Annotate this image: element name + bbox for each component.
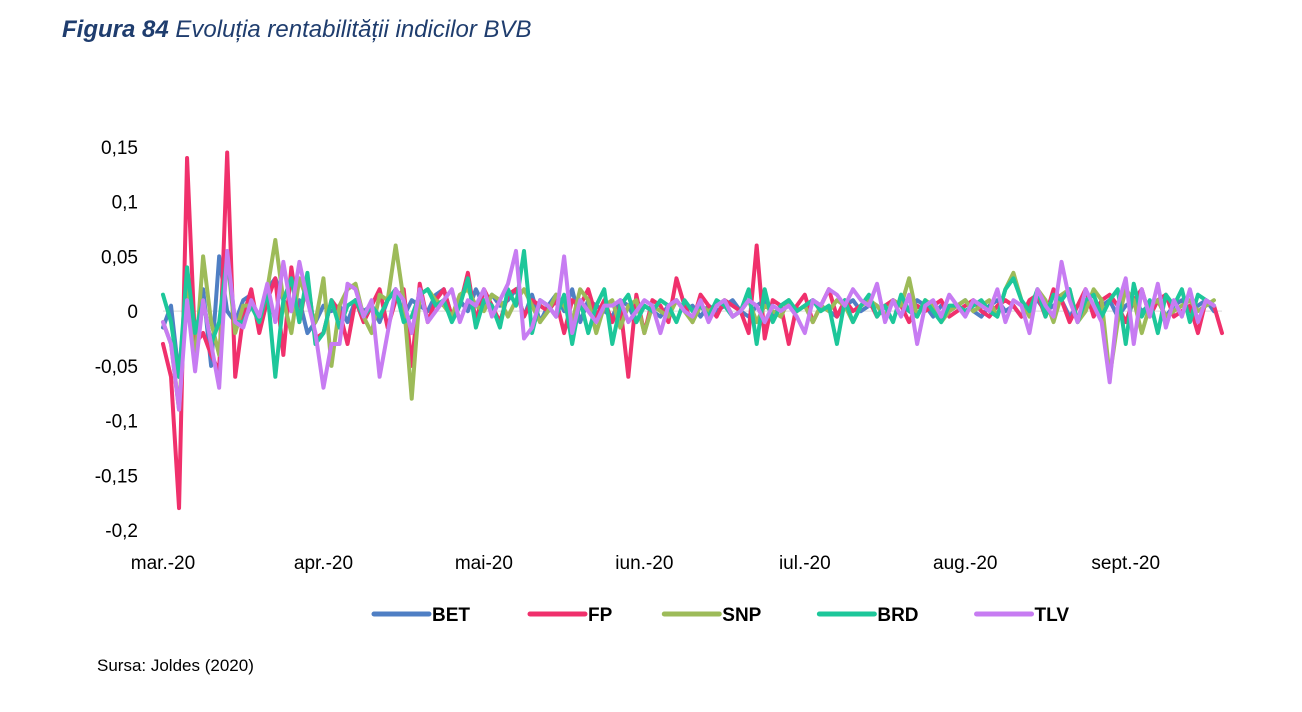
figure-caption: Figura 84 Evoluția rentabilității indici…: [62, 16, 532, 44]
figure-title: Evoluția rentabilității indicilor BVB: [175, 16, 532, 43]
series-line-tlv: [161, 248, 1216, 412]
y-tick-label: -0,1: [105, 412, 138, 433]
x-tick-label: sept.-20: [1091, 553, 1160, 574]
figure-label: Figura 84: [62, 16, 169, 43]
x-tick-label: mar.-20: [131, 553, 195, 574]
legend-label-brd: BRD: [877, 605, 918, 626]
legend-label-tlv: TLV: [1035, 605, 1070, 626]
series-line-fp: [161, 150, 1224, 511]
y-tick-label: 0,15: [101, 138, 138, 159]
legend-label-fp: FP: [588, 605, 613, 626]
x-tick-label: aug.-20: [933, 553, 997, 574]
x-tick-label: iun.-20: [615, 553, 673, 574]
y-tick-label: 0: [127, 302, 138, 323]
legend-label-snp: SNP: [722, 605, 761, 626]
y-tick-label: 0,05: [101, 247, 138, 268]
x-tick-label: iul.-20: [779, 553, 831, 574]
y-tick-label: -0,2: [105, 521, 138, 542]
x-tick-label: apr.-20: [294, 553, 353, 574]
source-note: Sursa: Joldes (2020): [97, 656, 254, 675]
y-tick-label: 0,1: [112, 193, 138, 214]
legend-label-bet: BET: [432, 605, 470, 626]
x-tick-label: mai-20: [455, 553, 513, 574]
y-tick-label: -0,05: [95, 357, 138, 378]
y-tick-label: -0,15: [95, 466, 138, 487]
series-line-snp: [161, 238, 1216, 412]
